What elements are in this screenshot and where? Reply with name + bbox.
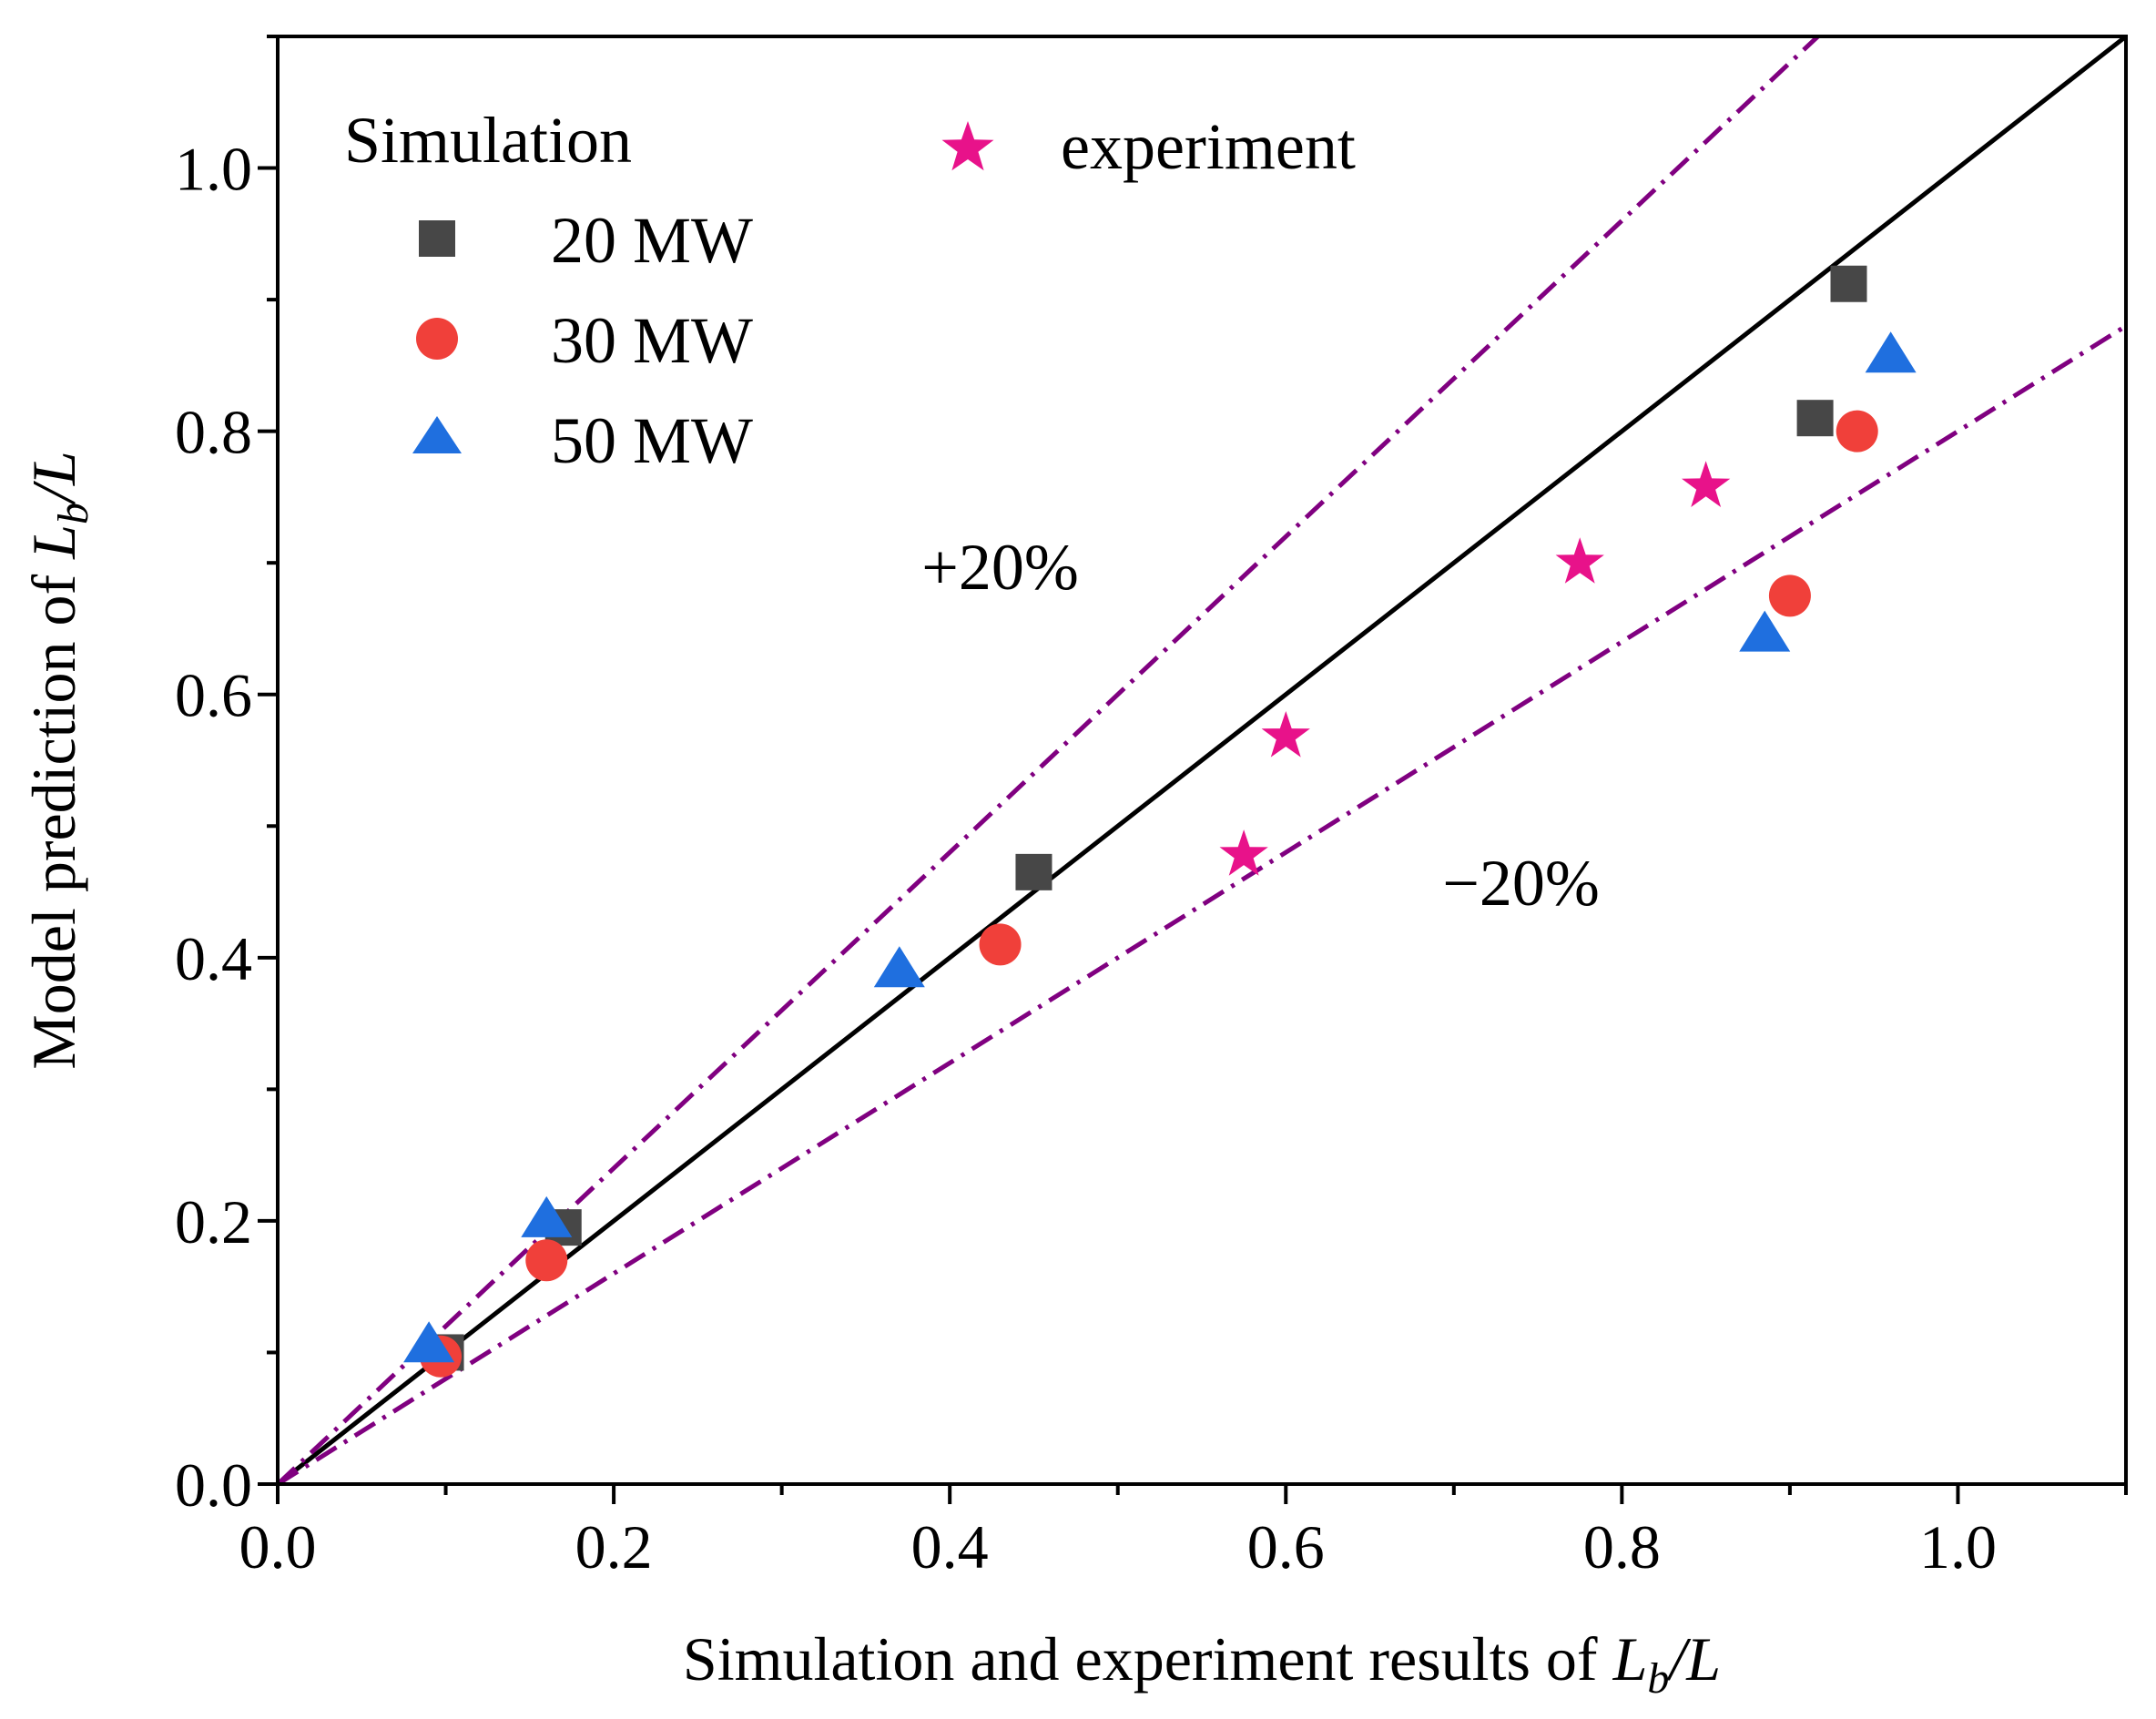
reference-line-identity [278, 36, 2126, 1484]
data-point-30mw [1836, 410, 1878, 453]
legend-label-20mw: 20 MW [551, 204, 753, 277]
y-axis-title-text: Model prediction of [19, 559, 88, 1070]
data-point-50mw [873, 946, 925, 988]
x-axis-title-text: Simulation and experiment results of [683, 1624, 1613, 1694]
y-tick-label: 0.8 [175, 398, 252, 467]
x-tick-label: 0.2 [575, 1512, 653, 1582]
data-point-20mw [1015, 853, 1053, 890]
plot-frame [276, 35, 2128, 1486]
legend-label-experiment: experiment [1061, 110, 1356, 183]
data-point-experiment [1555, 537, 1604, 584]
legend-label-30mw: 30 MW [551, 304, 753, 377]
y-axis-title: Model prediction of Lb/L [19, 451, 97, 1069]
data-markers [403, 265, 1917, 1378]
x-tick-label: 0.8 [1583, 1512, 1661, 1582]
y-tick-label: 0.0 [175, 1450, 252, 1520]
legend-marker-experiment [941, 121, 994, 171]
x-tick-label: 0.4 [911, 1512, 989, 1582]
x-axis-title-var: L [1612, 1624, 1648, 1694]
legend-marker-20mw [419, 220, 455, 257]
y-axis-title-sub: b [49, 503, 97, 524]
annotation-minus-20: −20% [1442, 847, 1600, 920]
data-point-30mw [525, 1239, 568, 1282]
x-tick-label: 0.6 [1247, 1512, 1325, 1582]
legend-label-50mw: 50 MW [551, 404, 753, 477]
legend-marker-50mw [412, 416, 462, 453]
data-point-experiment [1219, 829, 1268, 876]
legend: Simulation 20 MW 30 MW 50 MW experiment [344, 104, 1356, 477]
reference-line-plus-20 [278, 36, 1822, 1484]
data-point-50mw [1865, 331, 1917, 373]
data-point-20mw [1830, 265, 1867, 302]
data-point-50mw [1739, 610, 1791, 652]
y-tick-label: 0.6 [175, 661, 252, 730]
x-tick-label: 1.0 [1919, 1512, 1997, 1582]
y-tick-label: 1.0 [175, 135, 252, 204]
data-point-experiment [1261, 711, 1310, 758]
x-axis-title-div: /L [1665, 1624, 1721, 1694]
y-tick-label: 0.4 [175, 924, 252, 993]
annotation-plus-20: +20% [921, 531, 1079, 604]
axis-ticks [258, 35, 2128, 1504]
legend-marker-30mw [416, 318, 458, 360]
data-point-20mw [1796, 400, 1834, 437]
data-point-50mw [521, 1195, 573, 1237]
legend-title: Simulation [344, 104, 632, 177]
x-tick-label: 0.0 [239, 1512, 317, 1582]
reference-line-minus-20 [278, 323, 2126, 1484]
x-axis-title: Simulation and experiment results of Lb/… [683, 1624, 1721, 1703]
x-axis-title-sub: b [1647, 1654, 1669, 1703]
data-point-50mw [403, 1321, 455, 1363]
data-point-30mw [979, 923, 1022, 966]
data-point-30mw [1768, 575, 1811, 617]
y-tick-label: 0.2 [175, 1187, 252, 1256]
data-point-experiment [1682, 461, 1731, 507]
y-axis-title-var: L [19, 524, 88, 560]
y-axis-title-div: /L [19, 451, 88, 506]
